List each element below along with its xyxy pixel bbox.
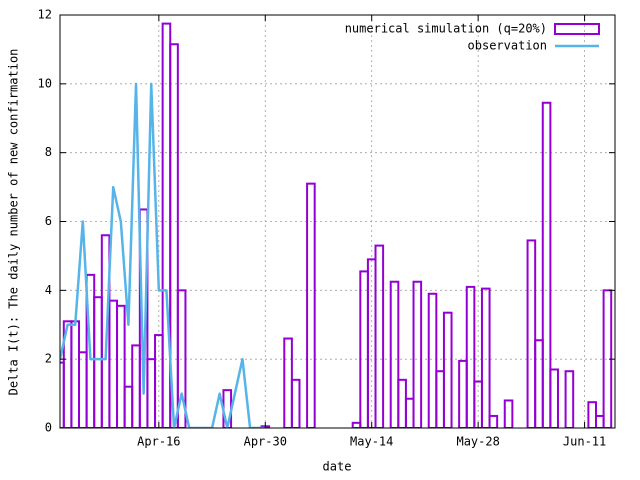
x-tick-label: Apr-30	[244, 435, 287, 449]
y-tick-label: 10	[38, 76, 52, 90]
bar	[488, 414, 499, 428]
y-tick-label: 6	[45, 214, 52, 228]
bar	[503, 399, 514, 428]
bar	[404, 397, 415, 428]
bar	[108, 299, 119, 428]
bar	[306, 182, 316, 428]
x-tick-label: May-14	[350, 435, 393, 449]
bar	[412, 280, 423, 428]
y-axis-label: Delta I(t): The daily number of new conf…	[7, 49, 21, 396]
bar	[116, 304, 126, 428]
y-tick-label: 4	[45, 283, 52, 297]
x-tick-label: May-28	[456, 435, 499, 449]
bar	[146, 358, 157, 428]
bar	[549, 368, 559, 428]
line	[60, 82, 266, 428]
bar	[70, 320, 81, 428]
bar	[427, 292, 438, 428]
y-tick-label: 12	[38, 8, 52, 22]
bar	[131, 344, 141, 428]
bar	[541, 101, 552, 428]
y-tick-label: 2	[45, 352, 52, 366]
bar	[359, 270, 369, 428]
bar	[587, 401, 597, 428]
y-tick-label: 0	[45, 421, 52, 435]
x-tick-label: Apr-16	[137, 435, 180, 449]
x-tick-label: Jun-11	[563, 435, 606, 449]
bar	[465, 285, 476, 428]
legend-swatch	[554, 23, 600, 35]
bar	[458, 359, 468, 428]
x-axis-label: date	[323, 460, 352, 474]
bar	[534, 339, 544, 428]
bar	[93, 296, 103, 428]
bar	[397, 378, 407, 428]
bar	[138, 208, 149, 428]
bar	[290, 378, 301, 428]
bar	[123, 385, 134, 428]
bar	[526, 239, 537, 428]
bar	[435, 370, 445, 428]
bar	[366, 258, 377, 428]
bar	[283, 337, 293, 428]
bar	[442, 311, 453, 428]
bar	[480, 287, 491, 428]
bar	[389, 280, 400, 428]
legend-label: numerical simulation (q=20%)	[345, 22, 547, 36]
bar	[176, 289, 187, 428]
bar	[564, 370, 575, 428]
legend-label: observation	[468, 39, 547, 53]
bar	[374, 244, 385, 428]
bar	[351, 421, 362, 428]
bar	[78, 351, 88, 428]
bar	[594, 414, 605, 428]
y-tick-label: 8	[45, 145, 52, 159]
bar	[161, 22, 172, 428]
